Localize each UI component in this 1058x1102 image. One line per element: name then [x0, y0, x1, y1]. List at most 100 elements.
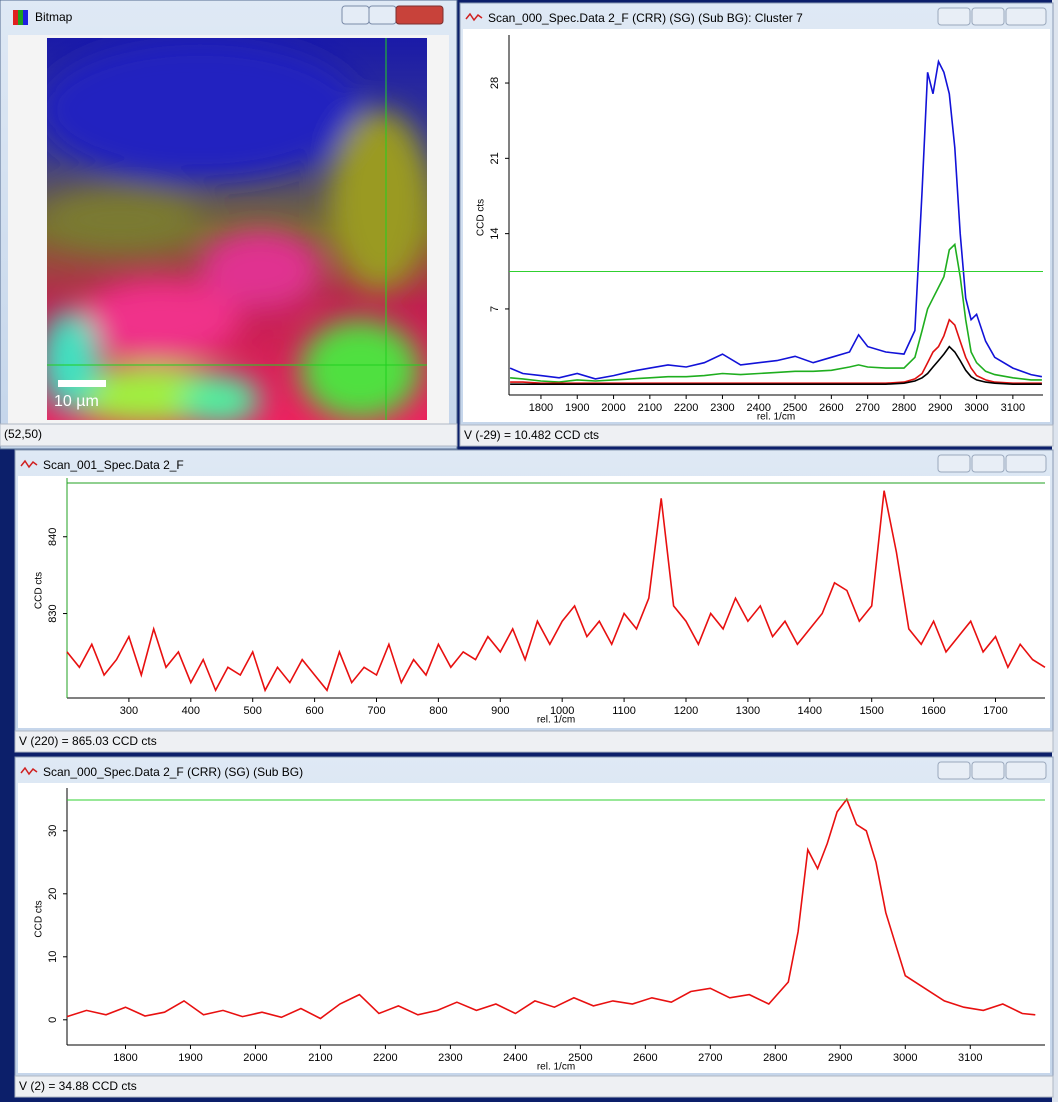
status-bar	[14, 730, 1054, 753]
y-tick-label: 0	[47, 1017, 59, 1023]
status-text: V (-29) = 10.482 CCD cts	[464, 428, 599, 442]
x-tick-label: 3000	[964, 402, 988, 414]
x-tick-label: 1300	[736, 705, 760, 717]
spectrum-line	[510, 345, 1042, 386]
y-axis-label: CCD cts	[34, 900, 45, 937]
y-tick-label: 840	[47, 528, 59, 546]
background-window-edge	[1052, 0, 1058, 1102]
status-bar	[0, 423, 458, 447]
x-tick-label: 1900	[178, 1052, 202, 1064]
x-tick-label: 2400	[747, 402, 771, 414]
spectrum-window: Scan_001_Spec.Data 2_F 300 400 500 600 700 800…	[14, 449, 1054, 753]
close-button[interactable]	[395, 5, 444, 25]
x-tick-label: 2900	[928, 402, 952, 414]
x-tick-label: 3100	[1001, 402, 1025, 414]
y-axis-label: CCD cts	[476, 199, 487, 236]
spectrum-window: Scan_000_Spec.Data 2_F (CRR) (SG) (Sub B…	[14, 756, 1054, 1098]
status-text: (52,50)	[4, 427, 42, 441]
y-tick-label: 7	[489, 306, 501, 312]
y-tick-label: 20	[47, 888, 59, 900]
y-tick-label: 10	[47, 951, 59, 963]
plot-background	[18, 476, 1050, 728]
close-button[interactable]	[1005, 7, 1047, 26]
x-tick-label: 2300	[438, 1052, 462, 1064]
x-tick-label: 1700	[983, 705, 1007, 717]
x-tick-label: 400	[182, 705, 200, 717]
status-text: V (220) = 865.03 CCD cts	[19, 734, 157, 748]
x-tick-label: 1500	[859, 705, 883, 717]
x-tick-label: 2500	[783, 402, 807, 414]
window-title: Bitmap	[35, 10, 73, 24]
x-tick-label: 2400	[503, 1052, 527, 1064]
y-tick-label: 21	[489, 152, 501, 164]
maximize-button[interactable]	[368, 5, 397, 25]
app-icon	[20, 766, 38, 776]
x-tick-label: 900	[491, 705, 509, 717]
x-tick-label: 2000	[601, 402, 625, 414]
app-icon	[18, 10, 23, 25]
x-tick-label: 2600	[633, 1052, 657, 1064]
close-button[interactable]	[1005, 761, 1047, 780]
x-axis-label: rel. 1/cm	[537, 715, 575, 726]
app-icon	[20, 459, 38, 469]
x-tick-label: 2800	[763, 1052, 787, 1064]
app-icon	[13, 10, 18, 25]
close-button[interactable]	[1005, 454, 1047, 473]
plot-background	[463, 29, 1050, 422]
x-tick-label: 2100	[638, 402, 662, 414]
scale-bar	[58, 380, 106, 387]
x-tick-label: 1800	[113, 1052, 137, 1064]
window-title: Scan_000_Spec.Data 2_F (CRR) (SG) (Sub B…	[43, 765, 303, 779]
plot-background	[18, 783, 1050, 1073]
y-tick-label: 30	[47, 825, 59, 837]
x-tick-label: 500	[244, 705, 262, 717]
x-tick-label: 800	[429, 705, 447, 717]
maximize-button[interactable]	[971, 761, 1005, 780]
x-tick-label: 3000	[893, 1052, 917, 1064]
x-tick-label: 2100	[308, 1052, 332, 1064]
x-tick-label: 2900	[828, 1052, 852, 1064]
maximize-button[interactable]	[971, 454, 1005, 473]
x-axis-label: rel. 1/cm	[537, 1062, 575, 1073]
x-tick-label: 1100	[612, 705, 636, 717]
x-tick-label: 2700	[698, 1052, 722, 1064]
x-tick-label: 2800	[892, 402, 916, 414]
window-title: Scan_000_Spec.Data 2_F (CRR) (SG) (Sub B…	[488, 11, 803, 25]
y-tick-label: 28	[489, 77, 501, 89]
minimize-button[interactable]	[341, 5, 370, 25]
x-tick-label: 600	[305, 705, 323, 717]
status-text: V (2) = 34.88 CCD cts	[19, 1079, 137, 1093]
x-tick-label: 1200	[674, 705, 698, 717]
x-tick-label: 700	[367, 705, 385, 717]
y-tick-label: 14	[489, 228, 501, 240]
spectrum-line	[510, 318, 1042, 385]
minimize-button[interactable]	[937, 761, 971, 780]
x-tick-label: 1600	[921, 705, 945, 717]
x-tick-label: 1900	[565, 402, 589, 414]
x-tick-label: 1800	[529, 402, 553, 414]
x-tick-label: 1400	[798, 705, 822, 717]
x-tick-label: 2200	[674, 402, 698, 414]
scale-label: 10 µm	[54, 393, 99, 410]
x-tick-label: 2300	[710, 402, 734, 414]
x-tick-label: 1000	[550, 705, 574, 717]
app-icon	[465, 12, 483, 22]
spectrum-line	[510, 242, 1042, 383]
spectrum-line	[66, 490, 1046, 693]
app-icon	[23, 10, 28, 25]
x-tick-label: 2600	[819, 402, 843, 414]
x-tick-label: 2500	[568, 1052, 592, 1064]
spectrum-line	[509, 58, 1043, 380]
x-tick-label: 300	[120, 705, 138, 717]
status-bar	[459, 424, 1054, 447]
minimize-button[interactable]	[937, 7, 971, 26]
status-bar	[14, 1075, 1054, 1098]
bitmap-window: Bitmap 10 µm (52,50)	[0, 0, 458, 450]
y-tick-label: 830	[47, 604, 59, 622]
maximize-button[interactable]	[971, 7, 1005, 26]
x-tick-label: 2000	[243, 1052, 267, 1064]
minimize-button[interactable]	[937, 454, 971, 473]
bitmap-image: 10 µm	[47, 38, 427, 420]
